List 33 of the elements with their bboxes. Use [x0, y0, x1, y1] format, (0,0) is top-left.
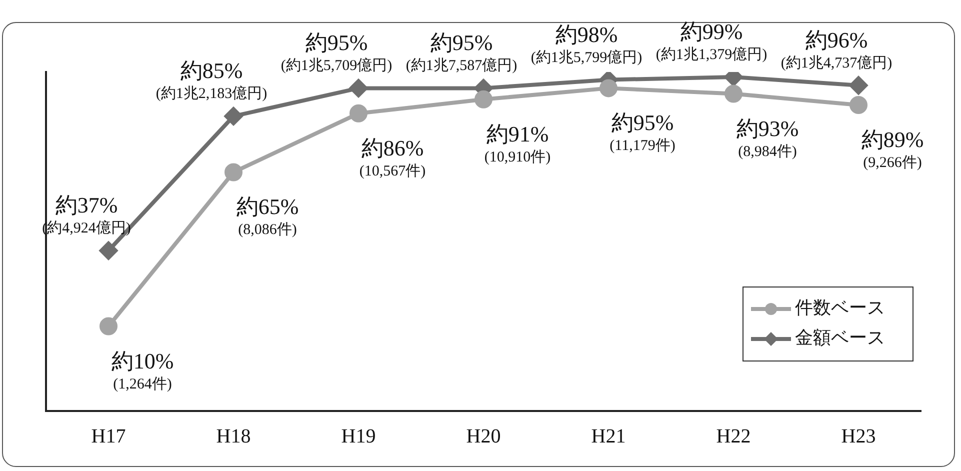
x-tick-label: H22 — [716, 425, 751, 448]
data-label: 約65% (8,086件) — [236, 194, 299, 238]
point — [850, 96, 868, 114]
point — [224, 107, 242, 126]
data-label: 約98% (約1兆5,799億円) — [530, 22, 642, 66]
data-label: 約95% (約1兆5,709億円) — [280, 30, 392, 74]
point — [600, 79, 618, 98]
legend-label: 金額ベース — [795, 328, 885, 349]
x-tick-label: H23 — [841, 425, 876, 448]
x-tick-label: H21 — [591, 425, 626, 448]
data-label: 約85% (約1兆2,183億円) — [156, 58, 268, 102]
x-tick-label: H17 — [91, 425, 126, 448]
legend-label: 件数ベース — [795, 298, 885, 319]
point — [350, 79, 368, 98]
x-tick-label: H18 — [216, 425, 251, 448]
data-label: 約99% (約1兆1,379億円) — [656, 18, 768, 63]
point — [100, 317, 118, 336]
x-tick-label: H20 — [466, 425, 501, 448]
point — [850, 76, 868, 94]
data-label: 約10% (1,264件) — [111, 348, 174, 392]
point — [224, 163, 242, 182]
point — [724, 84, 742, 103]
data-label: 約86% (10,567件) — [359, 135, 426, 180]
data-label: 約91% (10,910件) — [484, 121, 551, 166]
point — [350, 104, 368, 122]
data-label: 約95% (約1兆7,587億円) — [406, 30, 518, 74]
data-label: 約95% (11,179件) — [610, 110, 676, 154]
data-label: 約93% (8,984件) — [736, 116, 799, 160]
data-label: 約96% (約1兆4,737億円) — [780, 27, 892, 72]
x-tick-label: H19 — [341, 425, 376, 448]
point — [474, 90, 492, 108]
point — [100, 242, 118, 260]
data-label: 約89% (9,266件) — [861, 126, 924, 171]
